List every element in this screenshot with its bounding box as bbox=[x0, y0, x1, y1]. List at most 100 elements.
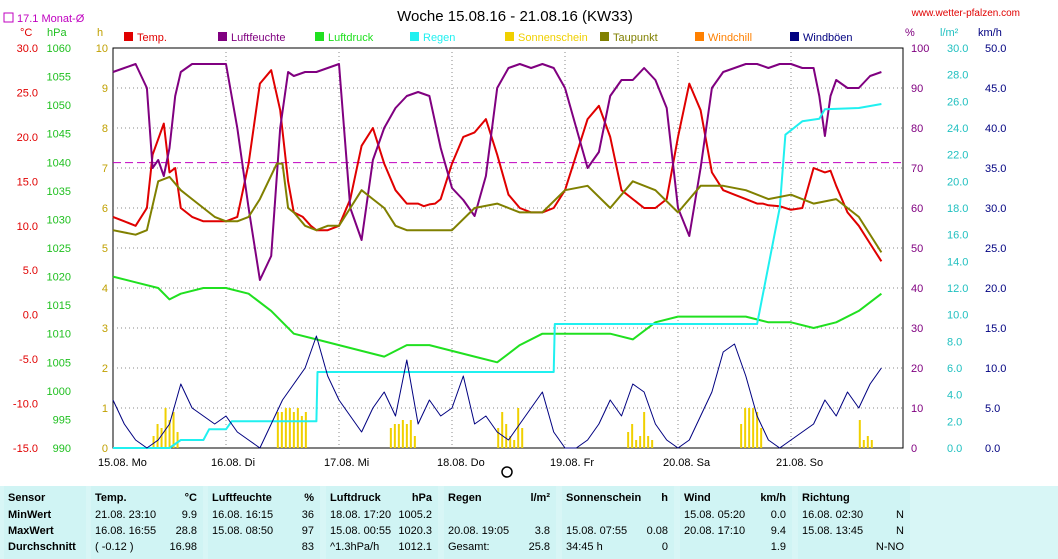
x-tick-label: 21.08. So bbox=[776, 457, 823, 469]
axis-tick-label: 3 bbox=[102, 323, 108, 335]
sunshine-bar bbox=[393, 424, 396, 448]
sunshine-bar bbox=[513, 440, 516, 448]
sunshine-bar bbox=[152, 436, 155, 448]
axis-tick-label: 15.0 bbox=[17, 176, 38, 188]
axis-tick-label: 25.0 bbox=[985, 243, 1006, 255]
x-tick-label: 16.08. Di bbox=[211, 457, 255, 469]
table-column-sensor: Sensor MinWert MaxWert Durchschnitt bbox=[4, 486, 86, 559]
table-cell-value: 1012.1 bbox=[398, 541, 432, 553]
sunshine-bar bbox=[509, 436, 512, 448]
axis-tick-label: 20.0 bbox=[947, 176, 968, 188]
table-cell-value: 36 bbox=[301, 509, 314, 521]
axis-tick-label: 30.0 bbox=[17, 43, 38, 55]
axis-tick-label: 35.0 bbox=[985, 163, 1006, 175]
table-cell-value: N bbox=[896, 525, 904, 537]
x-tick-label: 15.08. Mo bbox=[98, 457, 147, 469]
legend-swatch bbox=[410, 32, 419, 41]
legend-swatch bbox=[600, 32, 609, 41]
table-cell-value: 0.0 bbox=[770, 509, 786, 521]
axis-tick-label: 2.0 bbox=[947, 416, 962, 428]
plot-frame bbox=[112, 47, 904, 449]
sunshine-bars bbox=[152, 408, 873, 448]
table-row-label: MinWert bbox=[8, 509, 52, 521]
summary-table: Sensor MinWert MaxWert Durchschnitt Temp. °C 2… bbox=[0, 486, 1058, 559]
sunshine-bar bbox=[389, 428, 392, 448]
axis-tick-label: 1020 bbox=[47, 272, 71, 284]
table-cell-value: 0 bbox=[661, 541, 668, 553]
axis-tick-label: 15.0 bbox=[985, 323, 1006, 335]
x-tick-label: 20.08. Sa bbox=[663, 457, 711, 469]
axis-tick-label: -5.0 bbox=[19, 354, 38, 366]
series-line-temp bbox=[112, 69, 883, 262]
table-cell-value: 16.98 bbox=[169, 541, 197, 553]
table-header: Sonnenschein bbox=[566, 492, 642, 504]
sunshine-bar bbox=[760, 428, 763, 448]
sunshine-bar bbox=[176, 432, 179, 448]
table-header-unit: hPa bbox=[411, 492, 432, 504]
axis-tick-label: 6.0 bbox=[947, 363, 962, 375]
axis-tick-label: -10.0 bbox=[13, 399, 38, 411]
sunshine-bar bbox=[497, 428, 500, 448]
unit-hpa: hPa bbox=[47, 27, 67, 39]
axis-tick-label: 9 bbox=[102, 83, 108, 95]
series-line-luftdruck bbox=[112, 275, 883, 364]
table-cell-value: 1005.2 bbox=[398, 509, 432, 521]
sunshine-bar bbox=[870, 440, 873, 448]
sunshine-bar bbox=[501, 412, 504, 448]
table-cell-time: 16.08. 16:55 bbox=[95, 525, 157, 537]
axis-tick-label: 0 bbox=[911, 443, 917, 455]
axis-tick-label: 7 bbox=[102, 163, 108, 175]
sunshine-bar bbox=[401, 420, 404, 448]
table-header-unit: l/m² bbox=[530, 492, 550, 504]
axis-tick-label: 0.0 bbox=[985, 443, 1000, 455]
axis-tick-label: 100 bbox=[911, 43, 929, 55]
table-header: Regen bbox=[448, 492, 482, 504]
table-column-dir: Richtung 16.08. 02:30 N 15.08. 13:45 N N-NO bbox=[798, 486, 910, 559]
legend-label: Windböen bbox=[803, 32, 853, 44]
sunshine-bar bbox=[631, 424, 634, 448]
table-row-label: Durchschnitt bbox=[8, 541, 76, 553]
legend-label: Luftdruck bbox=[328, 32, 374, 44]
unit-rain: l/m² bbox=[940, 27, 959, 39]
legend-label: Sonnenschein bbox=[518, 32, 588, 44]
month-avg-swatch bbox=[3, 12, 14, 23]
axis-tick-label: 2 bbox=[102, 363, 108, 375]
grid bbox=[112, 47, 904, 449]
axis-tick-label: 10 bbox=[96, 43, 108, 55]
table-column-sun: Sonnenschein h 15.08. 07:55 0.08 34:45 h 0 bbox=[562, 486, 674, 559]
axis-tick-label: 70 bbox=[911, 163, 923, 175]
table-cell-time: 16.08. 16:15 bbox=[212, 509, 274, 521]
sunshine-bar bbox=[284, 408, 287, 448]
axis-tick-label: 60 bbox=[911, 203, 923, 215]
sunshine-bar bbox=[296, 408, 299, 448]
sunshine-bar bbox=[505, 424, 508, 448]
center-marker-icon bbox=[501, 466, 513, 478]
sunshine-bar bbox=[292, 412, 295, 448]
table-cell-value: 1020.3 bbox=[398, 525, 432, 537]
table-cell-time: 15.08. 00:55 bbox=[330, 525, 392, 537]
unit-kmh: km/h bbox=[978, 27, 1002, 39]
table-cell-time: 15.08. 13:45 bbox=[802, 525, 864, 537]
x-tick-label: 18.08. Do bbox=[437, 457, 485, 469]
sunshine-bar bbox=[627, 432, 630, 448]
axis-tick-label: 40.0 bbox=[985, 123, 1006, 135]
legend-label: Windchill bbox=[708, 32, 752, 44]
series-line-taupunkt bbox=[112, 162, 883, 253]
table-column-hum: Luftfeuchte% 16.08. 16:15 36 15.08. 08:50 97… bbox=[208, 486, 320, 559]
weather-chart: Woche 15.08.16 - 21.08.16 (KW33) www.wet… bbox=[3, 8, 1020, 478]
website-link[interactable]: www.wetter-pfalzen.com bbox=[911, 8, 1020, 19]
axis-tick-label: 6 bbox=[102, 203, 108, 215]
legend-swatch bbox=[124, 32, 133, 41]
axis-tick-label: 10.0 bbox=[947, 310, 968, 322]
sunshine-bar bbox=[517, 408, 520, 448]
table-header: Temp. bbox=[95, 492, 127, 504]
legend-label: Luftfeuchte bbox=[231, 32, 285, 44]
axis-tick-label: 8.0 bbox=[947, 336, 962, 348]
sunshine-bar bbox=[744, 408, 747, 448]
legend-label: Regen bbox=[423, 32, 455, 44]
axis-tick-label: 990 bbox=[53, 443, 71, 455]
sunshine-bar bbox=[647, 436, 650, 448]
axis-tick-label: 5.0 bbox=[985, 403, 1000, 415]
axis-tick-label: 1045 bbox=[47, 129, 71, 141]
sunshine-bar bbox=[304, 412, 307, 448]
